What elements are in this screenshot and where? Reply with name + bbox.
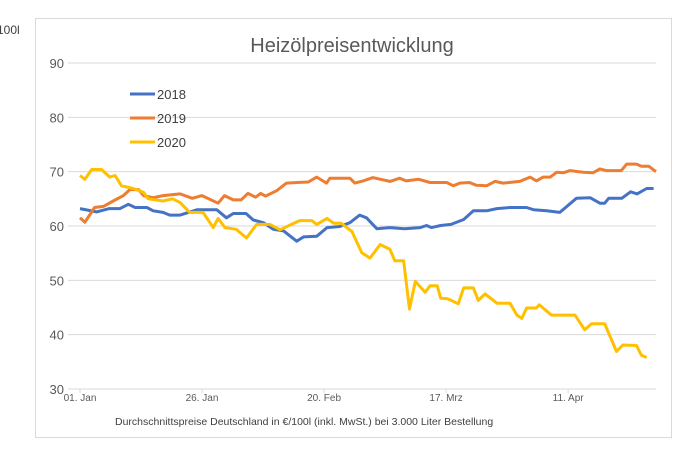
x-axis-footnote: Durchschnittspreise Deutschland in €/100… — [115, 416, 493, 428]
y-tick-label: 80 — [50, 110, 64, 125]
series-line-2020 — [79, 168, 648, 359]
chart-title: Heizölpreisentwicklung — [250, 35, 453, 57]
y-tick-label: 70 — [50, 165, 64, 180]
x-tick-label: 17. Mrz — [429, 393, 462, 404]
series-line-2019 — [78, 162, 657, 224]
x-tick-label: 01. Jan — [64, 393, 97, 404]
y-tick-label: 40 — [50, 328, 64, 343]
y-axis-label: €/100l — [0, 23, 20, 37]
chart-frame — [35, 18, 672, 438]
legend-label-2020: 2020 — [157, 135, 186, 150]
series-line-2018 — [79, 187, 654, 243]
x-tick-label: 26. Jan — [186, 393, 219, 404]
y-tick-label: 50 — [50, 273, 64, 288]
legend-label-2019: 2019 — [157, 111, 186, 126]
x-tick-label: 20. Feb — [307, 393, 341, 404]
legend-label-2018: 2018 — [157, 87, 186, 102]
y-tick-label: 30 — [50, 382, 64, 397]
y-tick-label: 90 — [50, 56, 64, 71]
y-tick-label: 60 — [50, 219, 64, 234]
x-tick-label: 11. Apr — [553, 393, 585, 404]
